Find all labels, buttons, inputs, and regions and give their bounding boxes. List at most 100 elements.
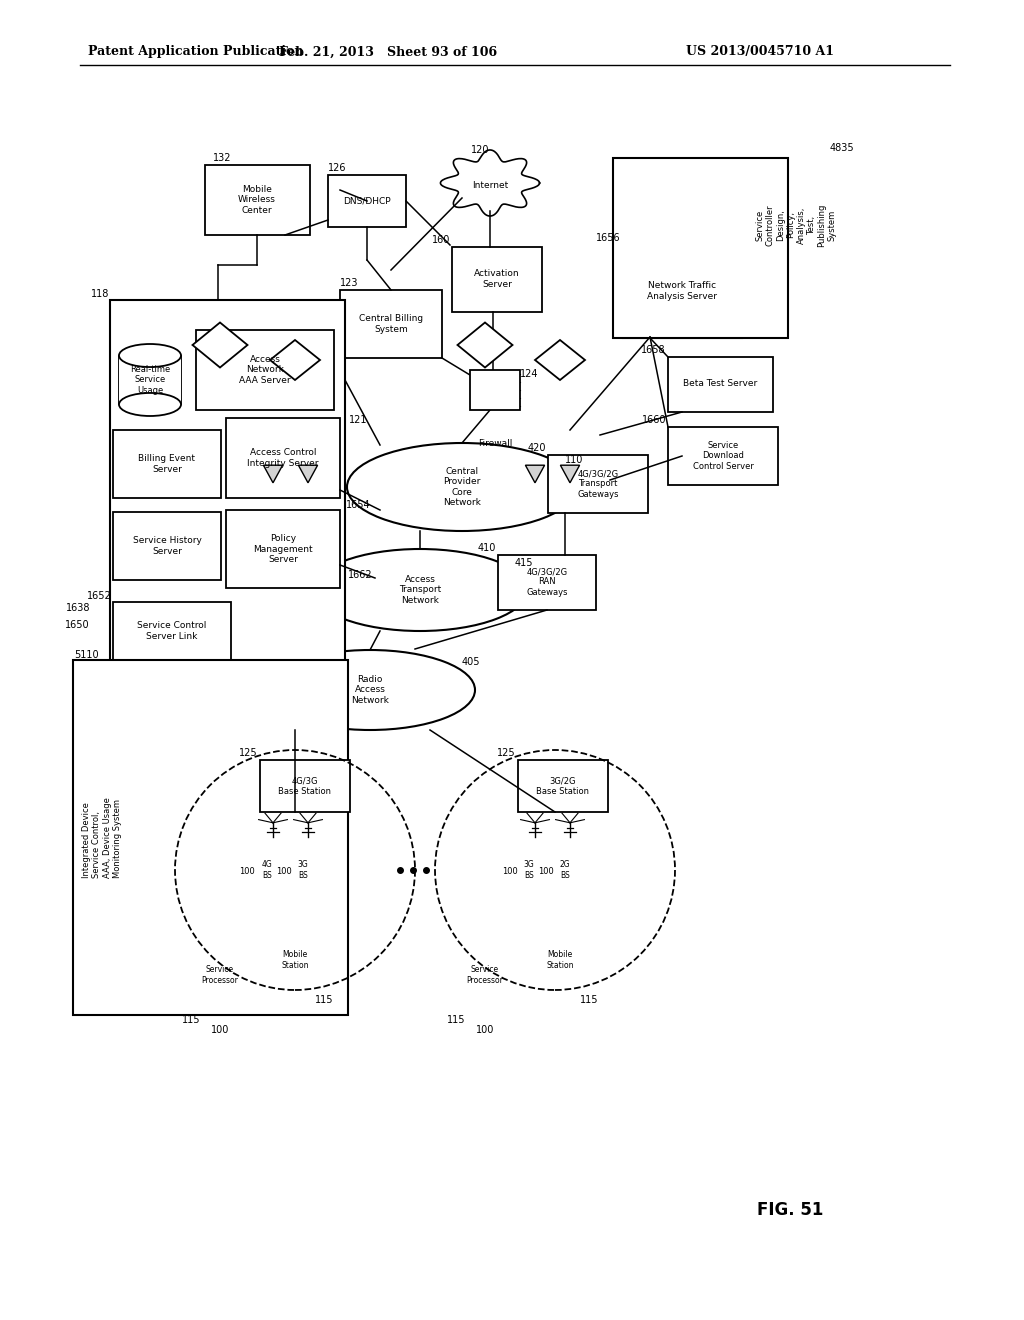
Bar [470, 370, 520, 411]
Polygon shape [298, 465, 317, 483]
Bar [260, 760, 350, 812]
Text: Billing Event
Server: Billing Event Server [138, 454, 196, 474]
Text: 1658: 1658 [641, 345, 666, 355]
Text: Service
Controller
Design,
Policy,
Analysis,
Test,
Publishing
System: Service Controller Design, Policy, Analy… [755, 203, 837, 247]
Ellipse shape [119, 345, 181, 367]
Bar [613, 158, 788, 338]
Text: 110: 110 [565, 455, 584, 465]
Bar [623, 246, 741, 337]
Text: 415: 415 [515, 558, 534, 568]
Text: Central Billing
System: Central Billing System [359, 314, 423, 334]
Bar [340, 290, 442, 358]
Text: 100: 100 [211, 1026, 229, 1035]
Text: Integrated Device
Service Control,
AAA, Device Usage
Monitoring System: Integrated Device Service Control, AAA, … [82, 797, 122, 878]
Text: Real-time
Service
Usage: Real-time Service Usage [130, 366, 170, 395]
Text: 1652: 1652 [87, 591, 112, 601]
Text: Radio
Access
Network: Radio Access Network [351, 675, 389, 705]
Ellipse shape [347, 444, 577, 531]
Text: 1660: 1660 [641, 414, 666, 425]
Text: Activation
Server: Activation Server [474, 269, 520, 289]
Text: 1650: 1650 [66, 620, 90, 630]
Bar [498, 554, 596, 610]
Text: 4G/3G/2G
Transport
Gateways: 4G/3G/2G Transport Gateways [578, 469, 618, 499]
Bar [668, 426, 778, 484]
Text: Firewall: Firewall [478, 438, 512, 447]
Text: 115: 115 [181, 1015, 200, 1026]
Text: DNS/DHCP: DNS/DHCP [343, 197, 391, 206]
Ellipse shape [265, 649, 475, 730]
Text: 123: 123 [340, 279, 358, 288]
Text: 125: 125 [240, 748, 258, 758]
Text: 118: 118 [91, 289, 109, 300]
Bar [110, 300, 345, 690]
Polygon shape [535, 341, 585, 380]
Polygon shape [525, 465, 545, 483]
Polygon shape [458, 322, 512, 367]
Bar [113, 430, 221, 498]
Bar [668, 356, 773, 412]
Text: 100: 100 [476, 1026, 495, 1035]
Text: Central
Provider
Core
Network: Central Provider Core Network [443, 467, 481, 507]
Text: 410: 410 [477, 543, 496, 553]
Text: 405: 405 [462, 657, 480, 667]
Text: Patent Application Publication: Patent Application Publication [88, 45, 303, 58]
Text: Mobile
Station: Mobile Station [282, 950, 309, 970]
Text: Service Control
Server Link: Service Control Server Link [137, 622, 207, 640]
Text: 100: 100 [539, 867, 554, 876]
Polygon shape [270, 341, 319, 380]
Text: 1656: 1656 [596, 234, 621, 243]
Text: Mobile
Wireless
Center: Mobile Wireless Center [238, 185, 275, 215]
Polygon shape [193, 322, 248, 367]
Bar [113, 602, 231, 660]
Bar [452, 247, 542, 312]
Text: Policy
Management
Server: Policy Management Server [253, 535, 312, 564]
Text: 1638: 1638 [66, 603, 90, 612]
Text: Feb. 21, 2013   Sheet 93 of 106: Feb. 21, 2013 Sheet 93 of 106 [279, 45, 497, 58]
Bar [226, 510, 340, 587]
Bar [226, 418, 340, 498]
Bar [205, 165, 310, 235]
Text: 124: 124 [520, 370, 539, 379]
Text: 100: 100 [240, 867, 255, 876]
Bar [196, 330, 334, 411]
Polygon shape [263, 465, 283, 483]
Text: 160: 160 [432, 235, 450, 246]
Bar [518, 760, 608, 812]
Text: 4G
BS: 4G BS [261, 861, 272, 879]
Text: Beta Test Server: Beta Test Server [683, 380, 757, 388]
Text: 3G
BS: 3G BS [298, 861, 308, 879]
Text: Access
Network
AAA Server: Access Network AAA Server [240, 355, 291, 385]
Text: Service
Processor: Service Processor [467, 965, 504, 985]
Text: 115: 115 [446, 1015, 465, 1026]
Text: 420: 420 [527, 444, 546, 453]
Text: 4G/3G/2G
RAN
Gateways: 4G/3G/2G RAN Gateways [526, 568, 567, 597]
Text: 100: 100 [276, 867, 292, 876]
Text: 3G
BS: 3G BS [523, 861, 535, 879]
Polygon shape [440, 150, 540, 216]
Ellipse shape [119, 393, 181, 416]
Text: Service
Download
Control Server: Service Download Control Server [692, 441, 754, 471]
Text: 120: 120 [471, 145, 489, 154]
Text: 132: 132 [213, 153, 231, 162]
Ellipse shape [312, 549, 527, 631]
Text: 115: 115 [315, 995, 334, 1005]
Text: 4G/3G
Base Station: 4G/3G Base Station [279, 776, 332, 796]
Text: Network Traffic
Analysis Server: Network Traffic Analysis Server [647, 281, 717, 301]
Text: 5110: 5110 [74, 649, 98, 660]
Bar [328, 176, 406, 227]
Text: Service History
Server: Service History Server [132, 536, 202, 556]
Text: 3G/2G
Base Station: 3G/2G Base Station [537, 776, 590, 796]
Text: Access Control
Integrity Server: Access Control Integrity Server [247, 449, 318, 467]
Text: Internet: Internet [472, 181, 508, 190]
Text: US 2013/0045710 A1: US 2013/0045710 A1 [686, 45, 834, 58]
Text: 126: 126 [328, 162, 346, 173]
Bar [113, 512, 221, 579]
Text: Service
Processor: Service Processor [202, 965, 239, 985]
Text: 2G
BS: 2G BS [560, 861, 570, 879]
Text: 121: 121 [349, 414, 368, 425]
Text: FIG. 51: FIG. 51 [757, 1201, 823, 1218]
Polygon shape [560, 465, 580, 483]
Text: 115: 115 [580, 995, 598, 1005]
Text: 1662: 1662 [348, 570, 373, 579]
Text: 100: 100 [502, 867, 518, 876]
